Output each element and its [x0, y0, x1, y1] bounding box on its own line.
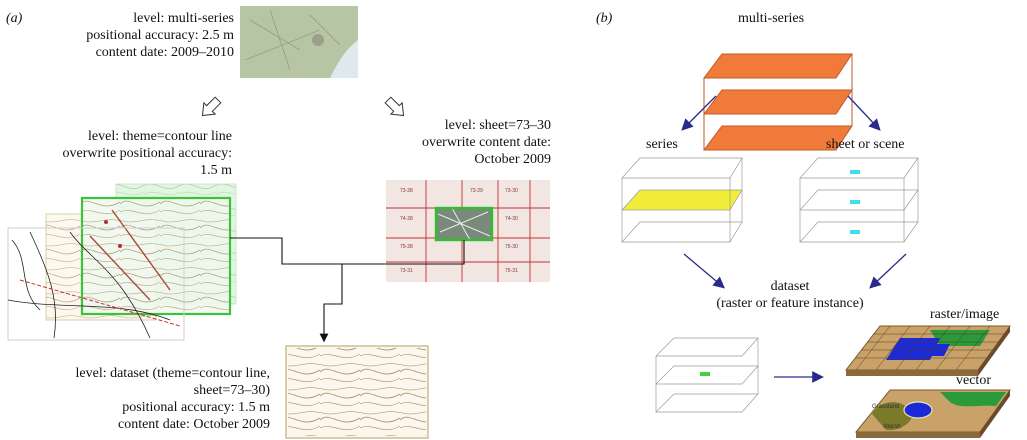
grid-label: 73-28 [400, 188, 413, 194]
vector-tile: Grassland Marsh [854, 389, 1011, 438]
panel-b-label: (b) [596, 11, 613, 26]
layer-front-white [7, 227, 185, 341]
raster-image-label: raster/image [930, 307, 1000, 322]
panel-a-label: (a) [6, 11, 23, 26]
multi-series-label-b: multi-series [738, 11, 805, 26]
grid-label: 75-30 [505, 244, 518, 250]
dataset-topo-map [285, 345, 429, 439]
multi-series-text-a: level: multi-series positional accuracy:… [86, 11, 234, 60]
multi-series-map-thumbnail [240, 6, 358, 78]
vector-label: vector [956, 373, 991, 388]
series-label: series [646, 137, 678, 152]
sheet-or-scene-label: sheet or scene [826, 137, 905, 152]
blue-arrows [681, 95, 907, 383]
map-word-marsh: Marsh [884, 424, 901, 430]
sheet-grid-map: 73-28 73-29 73-30 74-28 74-30 75-28 75-3… [386, 180, 550, 282]
multi-series-stack [703, 53, 853, 151]
dataset-stack [655, 337, 759, 413]
series-stack [621, 157, 743, 243]
grid-label: 73-29 [470, 188, 483, 194]
grid-label: 75-28 [400, 244, 413, 250]
grid-label: 75-31 [505, 268, 518, 274]
grid-label: 74-30 [505, 216, 518, 222]
sheet-text: level: sheet=73–30 overwrite content dat… [421, 118, 551, 167]
theme-text: level: theme=contour line overwrite posi… [62, 129, 232, 178]
grid-label: 73-31 [400, 268, 413, 274]
hollow-arrow-left-icon [201, 96, 222, 117]
dataset-label: dataset (raster or feature instance) [716, 279, 864, 311]
grid-label: 73-30 [505, 188, 518, 194]
connector-lines [230, 237, 465, 343]
sheet-scene-stack [799, 157, 919, 243]
raster-image-tile [844, 325, 1011, 376]
grid-label: 74-28 [400, 216, 413, 222]
dataset-text: level: dataset (theme=contour line, shee… [75, 366, 271, 432]
layer-contour-highlighted [80, 196, 232, 316]
hollow-arrow-right-icon [384, 96, 405, 117]
map-word-grassland: Grassland [872, 404, 899, 410]
